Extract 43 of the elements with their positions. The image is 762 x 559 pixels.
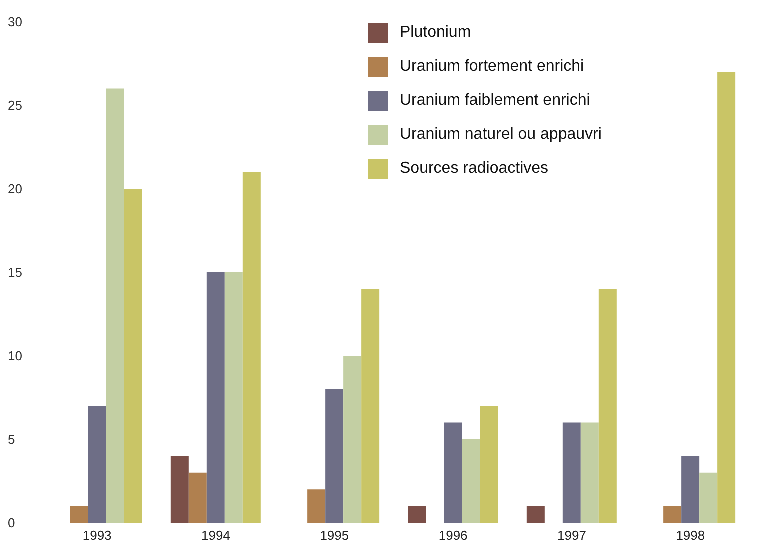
y-tick-label: 5 [8, 432, 16, 448]
x-tick-label: 1998 [676, 528, 706, 544]
bar [188, 472, 207, 523]
y-tick-label: 15 [8, 265, 22, 280]
legend-label: Plutonium [400, 24, 472, 42]
y-tick-label: 20 [8, 182, 22, 197]
bar [580, 422, 599, 523]
bar [124, 189, 142, 523]
y-tick-label: 0 [8, 516, 16, 531]
x-tick-label: 1993 [82, 528, 112, 544]
bar [718, 72, 736, 523]
bar [664, 506, 682, 523]
bar [206, 272, 225, 523]
x-tick-label: 1994 [202, 528, 230, 544]
bar [70, 506, 88, 523]
x-tick-label: 1995 [320, 528, 350, 544]
bar [326, 389, 344, 523]
bar [462, 440, 480, 523]
bar [700, 472, 718, 523]
bar [480, 406, 498, 523]
bar [242, 172, 261, 523]
x-tick-label: 1997 [558, 528, 586, 544]
y-tick-label: 25 [8, 98, 22, 114]
bar [444, 422, 462, 523]
bar [598, 289, 617, 523]
legend-label: Uranium faiblement enrichi [400, 92, 590, 110]
legend-label: Uranium naturel ou appauvri [400, 126, 602, 144]
bar [682, 456, 700, 523]
bar [170, 456, 189, 523]
y-tick-label: 30 [8, 14, 22, 30]
bar [526, 506, 545, 523]
bar [308, 490, 326, 523]
bar [224, 272, 243, 523]
x-tick-label: 1996 [438, 528, 468, 544]
legend-label: Uranium fortement enrichi [400, 58, 584, 76]
bar [344, 356, 362, 523]
bar [562, 422, 581, 523]
bar [106, 88, 124, 523]
bar [88, 406, 106, 523]
bar [408, 506, 426, 523]
bar [362, 289, 380, 523]
y-tick-label: 10 [8, 348, 22, 364]
legend-label: Sources radioactives [400, 160, 549, 178]
